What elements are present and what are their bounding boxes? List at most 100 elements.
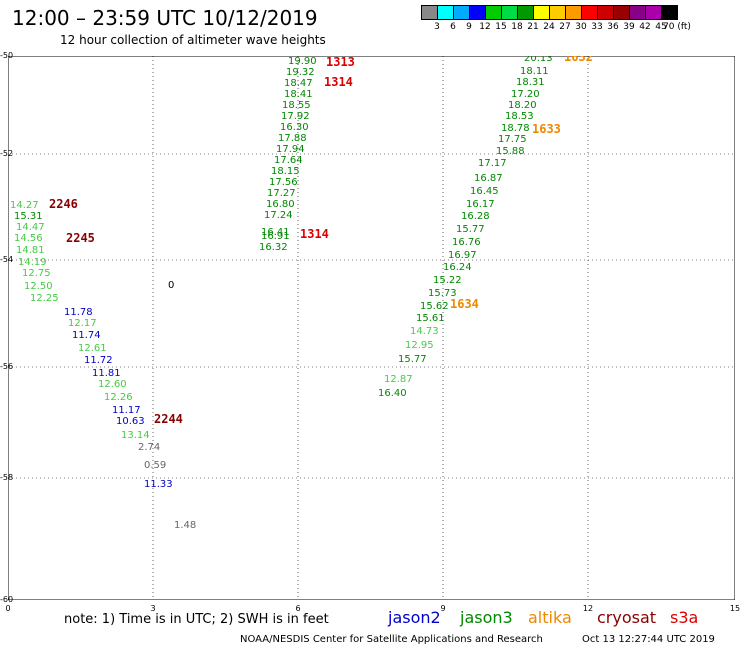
wave-height-value: 18.78 [501, 123, 530, 134]
map-subtitle: 12 hour collection of altimeter wave hei… [60, 33, 326, 47]
wave-height-value: 12.25 [30, 293, 59, 304]
pass-number: 1633 [532, 122, 561, 136]
legend-altika: altika [528, 608, 572, 627]
wave-height-value: 16.87 [474, 173, 503, 184]
latitude-label: -56 [0, 362, 14, 371]
pass-number: 1632 [564, 56, 593, 64]
color-scale-label: 21 [527, 22, 539, 32]
grid-lines [8, 56, 735, 600]
color-scale-label: 42 [639, 22, 651, 32]
color-scale-swatch [533, 5, 550, 20]
wave-height-value: 14.27 [10, 200, 39, 211]
color-scale-label: 27 [559, 22, 571, 32]
wave-height-value: 11.78 [64, 307, 93, 318]
color-scale-label: 39 [623, 22, 635, 32]
color-scale-swatch [517, 5, 534, 20]
wave-height-value: 15.88 [496, 146, 525, 157]
wave-height-value: 15.73 [428, 288, 457, 299]
wave-height-value: 17.92 [281, 111, 310, 122]
color-scale-label: 33 [591, 22, 603, 32]
color-scale-swatch [421, 5, 438, 20]
wave-height-value: 12.61 [78, 343, 107, 354]
wave-height-value: 18.41 [284, 89, 313, 100]
color-scale-swatch [581, 5, 598, 20]
color-scale-label: 6 [450, 22, 456, 32]
legend-cryosat: cryosat [597, 608, 657, 627]
wave-height-value: 12.17 [68, 318, 97, 329]
color-scale-label: 9 [466, 22, 472, 32]
wave-height-value: 11.74 [72, 330, 101, 341]
wave-height-value: 16.17 [466, 199, 495, 210]
wave-height-value: 11.72 [84, 355, 113, 366]
longitude-label: 6 [295, 604, 301, 613]
wave-height-value: 16.41 [261, 227, 290, 238]
wave-height-value: 12.95 [405, 340, 434, 351]
wave-height-value: 16.45 [470, 186, 499, 197]
wave-height-value: 11.17 [112, 405, 141, 416]
wave-height-value: 14.73 [410, 326, 439, 337]
wave-height-value: 16.40 [378, 388, 407, 399]
wave-height-value: 12.75 [22, 268, 51, 279]
latitude-label: -58 [0, 473, 14, 482]
wave-height-value: 14.47 [16, 222, 45, 233]
color-scale-swatch [597, 5, 614, 20]
wave-height-value: 16.24 [443, 262, 472, 273]
color-scale [421, 5, 678, 20]
color-scale-swatch [645, 5, 662, 20]
latitude-label: -60 [0, 595, 14, 604]
color-scale-label: 36 [607, 22, 619, 32]
wave-height-value: 12.26 [104, 392, 133, 403]
pass-labels: 1313 1314 1314 1632 1633 1634 2246 2245 2244 [49, 56, 593, 426]
wave-height-value: 17.20 [511, 89, 540, 100]
wave-height-value: 12.60 [98, 379, 127, 390]
color-scale-label: 3 [434, 22, 440, 32]
wave-height-value: 10.63 [116, 416, 145, 427]
color-scale-label: 15 [495, 22, 507, 32]
wave-height-value: 18.47 [284, 78, 313, 89]
longitude-label: 9 [440, 604, 446, 613]
wave-height-value: 15.62 [420, 301, 449, 312]
color-scale-label: 45 [655, 22, 667, 32]
wave-height-value: 15.61 [416, 313, 445, 324]
longitude-label: 15 [729, 604, 740, 613]
wave-height-value: 16.91 [261, 231, 290, 242]
wave-height-value: 17.17 [478, 158, 507, 169]
wave-height-value: 18.11 [520, 66, 549, 77]
color-scale-swatch [613, 5, 630, 20]
color-scale-label: 12 [479, 22, 491, 32]
legend-s3a: s3a [670, 608, 699, 627]
wave-height-value: 0.59 [144, 460, 166, 471]
legend-jason2: jason2 [388, 608, 441, 627]
wave-height-value: 14.81 [16, 245, 45, 256]
wave-height-value: 2.74 [138, 442, 160, 453]
wave-height-value: 18.53 [505, 111, 534, 122]
wave-height-value: 15.22 [433, 275, 462, 286]
wave-height-value: 17.88 [278, 133, 307, 144]
latitude-label: -52 [0, 149, 14, 158]
wave-height-value: 17.75 [498, 134, 527, 145]
pass-number: 2245 [66, 231, 95, 245]
pass-number: 2244 [154, 412, 183, 426]
wave-height-value: 16.80 [266, 199, 295, 210]
color-scale-label: 18 [511, 22, 523, 32]
wave-height-value: 13.14 [121, 430, 150, 441]
latitude-label: -50 [0, 51, 14, 60]
pass-number: 1634 [450, 297, 479, 311]
wave-height-value: 15.77 [398, 354, 427, 365]
color-scale-swatch [501, 5, 518, 20]
wave-height-value: 17.27 [267, 188, 296, 199]
wave-height-value: 18.55 [282, 100, 311, 111]
latitude-label: -54 [0, 255, 14, 264]
note: note: 1) Time is in UTC; 2) SWH is in fe… [64, 612, 329, 627]
map-title: 12:00 – 23:59 UTC 10/12/2019 [12, 6, 318, 30]
wave-height-value: 14.56 [14, 233, 43, 244]
footer-credit: NOAA/NESDIS Center for Satellite Applica… [240, 634, 543, 645]
color-scale-swatch [565, 5, 582, 20]
color-scale-swatch [629, 5, 646, 20]
wave-height-value: 12.50 [24, 281, 53, 292]
wave-height-value: 17.64 [274, 155, 303, 166]
color-scale-swatch [661, 5, 678, 20]
wave-height-value: 17.24 [264, 210, 293, 221]
color-scale-label: 24 [543, 22, 555, 32]
wave-height-value: 11.33 [144, 479, 173, 490]
